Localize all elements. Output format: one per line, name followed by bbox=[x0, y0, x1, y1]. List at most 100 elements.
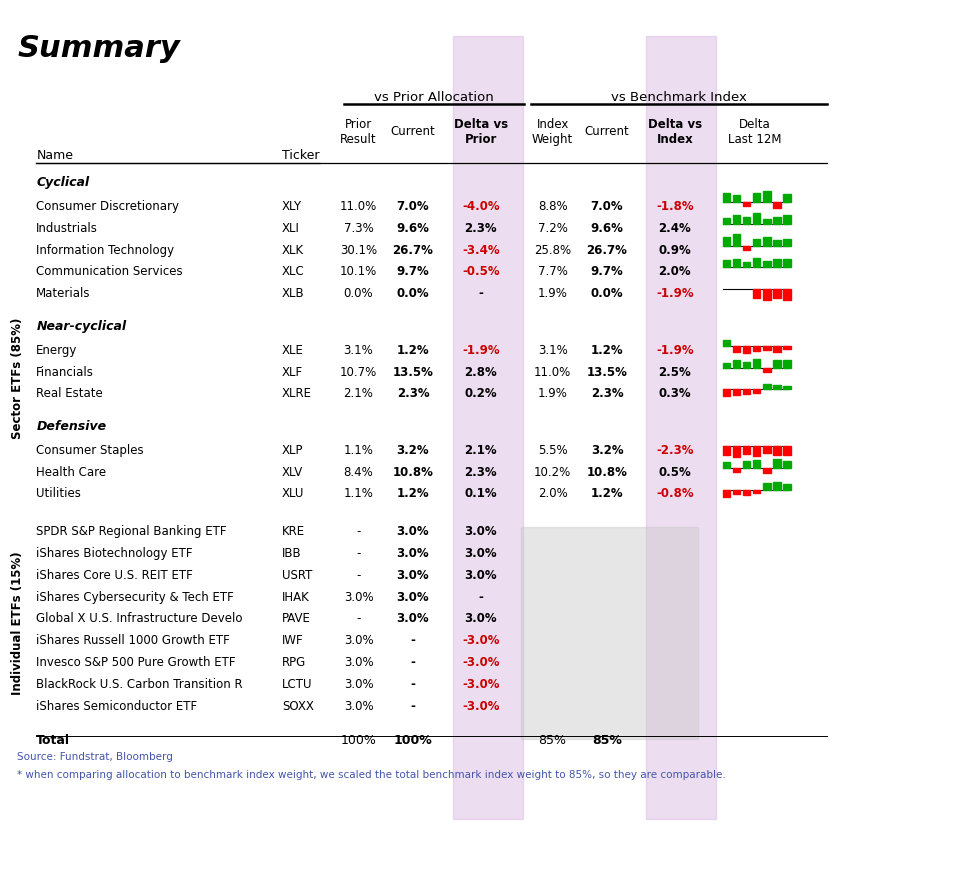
Text: Cyclical: Cyclical bbox=[36, 176, 90, 189]
Bar bbox=[743, 362, 750, 368]
Text: Energy: Energy bbox=[36, 344, 77, 357]
Bar bbox=[763, 468, 771, 473]
Bar bbox=[723, 363, 730, 368]
Text: -0.8%: -0.8% bbox=[656, 488, 694, 500]
Text: XLRE: XLRE bbox=[282, 387, 312, 400]
Text: 100%: 100% bbox=[340, 734, 377, 748]
Bar bbox=[772, 385, 780, 390]
Text: -: - bbox=[357, 569, 360, 582]
Text: -: - bbox=[410, 700, 416, 713]
Bar bbox=[753, 257, 761, 267]
Bar bbox=[772, 459, 780, 468]
Text: Financials: Financials bbox=[36, 366, 95, 378]
Bar bbox=[743, 490, 750, 495]
Bar bbox=[743, 446, 750, 454]
Text: 3.2%: 3.2% bbox=[397, 444, 429, 457]
Text: 9.7%: 9.7% bbox=[591, 265, 623, 279]
Text: 0.5%: 0.5% bbox=[659, 465, 691, 479]
Text: 3.2%: 3.2% bbox=[591, 444, 623, 457]
Text: 0.0%: 0.0% bbox=[397, 287, 429, 300]
Bar bbox=[783, 215, 791, 223]
Text: 26.7%: 26.7% bbox=[393, 244, 433, 256]
Bar bbox=[763, 237, 771, 246]
Text: PAVE: PAVE bbox=[282, 612, 311, 626]
Text: 3.0%: 3.0% bbox=[344, 635, 373, 647]
Text: 3.0%: 3.0% bbox=[344, 591, 373, 603]
Text: XLB: XLB bbox=[282, 287, 305, 300]
Text: 2.1%: 2.1% bbox=[465, 444, 497, 457]
Text: 3.0%: 3.0% bbox=[397, 591, 429, 603]
Text: IBB: IBB bbox=[282, 547, 302, 560]
Text: Source: Fundstrat, Bloomberg: Source: Fundstrat, Bloomberg bbox=[17, 752, 173, 762]
Text: -2.3%: -2.3% bbox=[656, 444, 694, 457]
Text: Communication Services: Communication Services bbox=[36, 265, 183, 279]
Text: 3.0%: 3.0% bbox=[344, 700, 373, 713]
Text: XLV: XLV bbox=[282, 465, 303, 479]
Text: 2.8%: 2.8% bbox=[465, 366, 497, 378]
Text: Prior
Result: Prior Result bbox=[340, 117, 377, 146]
Text: 0.0%: 0.0% bbox=[591, 287, 623, 300]
Bar bbox=[772, 202, 780, 208]
Text: Individual ETFs (15%): Individual ETFs (15%) bbox=[11, 551, 24, 695]
Bar bbox=[763, 446, 771, 453]
Text: -0.5%: -0.5% bbox=[462, 265, 500, 279]
Bar bbox=[783, 360, 791, 368]
Text: 30.1%: 30.1% bbox=[340, 244, 377, 256]
Text: 7.0%: 7.0% bbox=[591, 200, 623, 213]
Text: iShares Cybersecurity & Tech ETF: iShares Cybersecurity & Tech ETF bbox=[36, 591, 234, 603]
Text: XLY: XLY bbox=[282, 200, 302, 213]
Bar bbox=[723, 193, 730, 202]
Text: 3.0%: 3.0% bbox=[397, 612, 429, 626]
Text: 3.0%: 3.0% bbox=[465, 525, 497, 538]
Bar bbox=[772, 482, 780, 490]
Bar bbox=[646, 36, 716, 819]
Bar bbox=[772, 360, 780, 368]
Bar bbox=[743, 462, 750, 468]
Text: 100%: 100% bbox=[394, 734, 432, 748]
Text: 0.3%: 0.3% bbox=[659, 387, 691, 400]
Bar bbox=[783, 345, 791, 349]
Text: 1.2%: 1.2% bbox=[591, 488, 623, 500]
Bar bbox=[763, 219, 771, 223]
Text: iShares Semiconductor ETF: iShares Semiconductor ETF bbox=[36, 700, 198, 713]
Bar bbox=[732, 215, 740, 223]
Text: XLF: XLF bbox=[282, 366, 303, 378]
Text: 10.1%: 10.1% bbox=[340, 265, 377, 279]
Text: Information Technology: Information Technology bbox=[36, 244, 174, 256]
Text: 3.0%: 3.0% bbox=[465, 612, 497, 626]
Text: -1.9%: -1.9% bbox=[656, 344, 694, 357]
Text: 3.0%: 3.0% bbox=[465, 569, 497, 582]
Bar bbox=[763, 289, 771, 300]
Text: -3.0%: -3.0% bbox=[462, 635, 500, 647]
Text: 25.8%: 25.8% bbox=[534, 244, 571, 256]
Text: 0.9%: 0.9% bbox=[659, 244, 691, 256]
Text: 3.0%: 3.0% bbox=[344, 656, 373, 669]
Bar bbox=[763, 261, 771, 267]
Text: -1.8%: -1.8% bbox=[656, 200, 694, 213]
Text: 10.8%: 10.8% bbox=[393, 465, 433, 479]
Bar bbox=[732, 195, 740, 202]
Text: Sector ETFs (85%): Sector ETFs (85%) bbox=[11, 318, 24, 439]
Text: -: - bbox=[478, 287, 484, 300]
Text: 2.3%: 2.3% bbox=[397, 387, 429, 400]
Bar bbox=[753, 446, 761, 456]
Text: -1.9%: -1.9% bbox=[462, 344, 500, 357]
Text: -: - bbox=[357, 525, 360, 538]
Text: Current: Current bbox=[391, 125, 435, 138]
Bar bbox=[453, 36, 523, 819]
Bar bbox=[743, 390, 750, 394]
Text: -: - bbox=[357, 612, 360, 626]
Text: 2.5%: 2.5% bbox=[659, 366, 691, 378]
Text: SOXX: SOXX bbox=[282, 700, 314, 713]
Text: 1.9%: 1.9% bbox=[537, 287, 568, 300]
Text: Invesco S&P 500 Pure Growth ETF: Invesco S&P 500 Pure Growth ETF bbox=[36, 656, 236, 669]
Text: 2.4%: 2.4% bbox=[659, 222, 691, 235]
Bar bbox=[772, 240, 780, 246]
Text: 1.9%: 1.9% bbox=[537, 387, 568, 400]
Text: -: - bbox=[410, 635, 416, 647]
Text: 2.0%: 2.0% bbox=[659, 265, 691, 279]
Text: 2.3%: 2.3% bbox=[465, 465, 497, 479]
Text: 7.0%: 7.0% bbox=[397, 200, 429, 213]
Text: 2.0%: 2.0% bbox=[537, 488, 568, 500]
Text: Materials: Materials bbox=[36, 287, 91, 300]
